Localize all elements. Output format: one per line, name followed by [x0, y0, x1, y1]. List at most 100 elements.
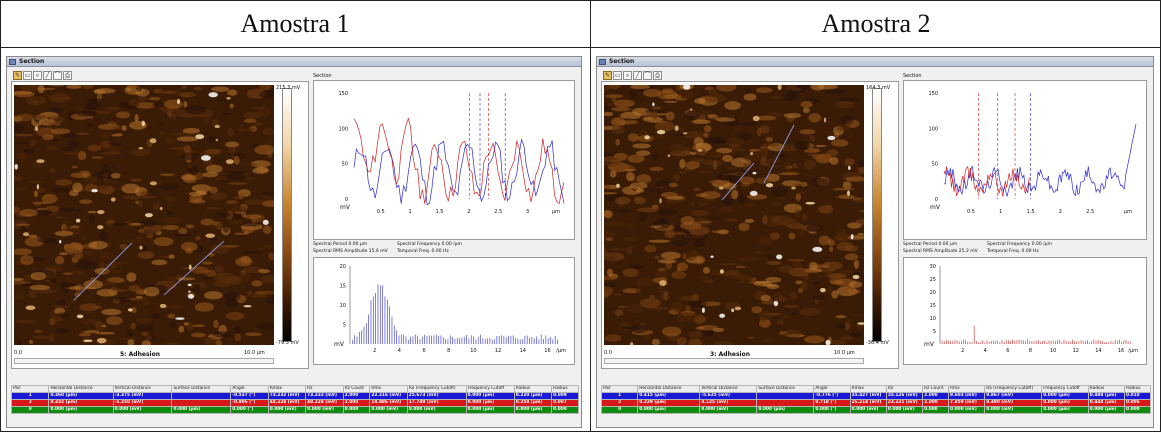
- afm-grain: [136, 236, 143, 240]
- column-header[interactable]: Angle: [813, 385, 851, 393]
- afm-grain: [162, 224, 180, 231]
- afm-grain: [697, 325, 719, 331]
- afm-grain: [626, 171, 635, 182]
- afm-grain: [254, 144, 274, 155]
- column-header[interactable]: Surface Distance: [171, 385, 232, 393]
- afm-adhesion-image[interactable]: [604, 85, 864, 345]
- section-profile-svg[interactable]: 150 100 50 0 0.5 1 1.5 2 2.5 3 mV µm: [314, 81, 574, 239]
- afm-grain: [140, 227, 157, 235]
- column-header[interactable]: Pair: [10, 385, 50, 393]
- table-row[interactable]: 2 0.332 (µm) -5.250 (mV) -0.906 (°) 48.228 (…: [10, 399, 579, 407]
- afm-grain: [239, 271, 251, 282]
- afm-grain: [800, 100, 813, 109]
- table-row[interactable]: 0 0.000 (µm) 0.000 (mV) 0.000 (µm) 0.000 (°)…: [600, 406, 1151, 414]
- table-row[interactable]: 2 0.329 (µm) 4.125 (mV) 0.718 (°) 26.214 (mV…: [600, 399, 1151, 407]
- afm-grain: [797, 190, 807, 195]
- column-header[interactable]: Rz: [885, 385, 924, 393]
- column-header[interactable]: Rmax: [849, 385, 887, 393]
- section-line-1[interactable]: [73, 242, 133, 301]
- afm-adhesion-image[interactable]: [14, 85, 274, 345]
- print-icon[interactable]: ⎙: [63, 71, 72, 80]
- spectrum-svg[interactable]: 30 25 20 15 10 5 2 4 6 8 10 12 14 16 mV/µm: [904, 258, 1146, 364]
- afm-grain: [690, 209, 709, 217]
- column-header[interactable]: Angle: [230, 385, 269, 393]
- column-header[interactable]: Frequency Cutoff: [1041, 385, 1089, 393]
- afm-grain: [831, 139, 849, 147]
- table-cell: -0.537 (°): [230, 392, 269, 400]
- afm-grain: [702, 266, 710, 274]
- zoom-icon[interactable]: ⌕: [623, 71, 632, 80]
- afm-grain: [83, 280, 104, 290]
- table-row[interactable]: 1 0.360 (µm) -3.375 (mV) -0.537 (°) 73.232 (…: [10, 392, 579, 400]
- column-header[interactable]: Horizontal Distance: [637, 385, 701, 393]
- afm-grain: [50, 128, 71, 135]
- image-scrollbar[interactable]: [604, 358, 864, 364]
- column-header[interactable]: Radius: [513, 385, 553, 393]
- line-icon[interactable]: ╱: [43, 71, 52, 80]
- curve-icon[interactable]: ⌒: [53, 71, 62, 80]
- section-line-2[interactable]: [763, 124, 795, 184]
- y-tick-label: 50: [932, 162, 938, 168]
- spectral-rms: Spectral RMS Amplitude 25.2 mV: [903, 249, 978, 254]
- column-header[interactable]: Rmx: [369, 385, 408, 393]
- zoom-icon[interactable]: ⌕: [33, 71, 42, 80]
- afm-grain: [680, 215, 695, 226]
- section-profile-svg[interactable]: 150 100 50 0 0.5 1 1.5 2 2.5 mV µm: [904, 81, 1146, 239]
- column-header[interactable]: Horizontal Distance: [48, 385, 114, 393]
- pencil-icon[interactable]: ✎: [13, 71, 22, 80]
- column-header[interactable]: Radius: [1124, 385, 1151, 393]
- column-header[interactable]: Frequency Cutoff: [465, 385, 515, 393]
- section-line-1[interactable]: [721, 162, 755, 201]
- column-header[interactable]: Rz Count: [922, 385, 949, 393]
- image-scrollbar[interactable]: [14, 358, 274, 364]
- column-header[interactable]: Surface Distance: [756, 385, 815, 393]
- pencil-icon[interactable]: ✎: [603, 71, 612, 80]
- afm-grain: [857, 159, 864, 166]
- afm-grain: [235, 257, 253, 267]
- afm-grain: [692, 240, 706, 247]
- afm-grain: [704, 93, 727, 103]
- table-row[interactable]: 1 0.415 (µm) -5.625 (mV) -0.776 (°) 35.427 (…: [600, 392, 1151, 400]
- eraser-icon[interactable]: ▭: [23, 71, 32, 80]
- afm-grain: [611, 124, 625, 135]
- afm-grain: [211, 86, 230, 92]
- spectrum-svg[interactable]: 20 15 10 5 2 4 6 8 10 12 14 16 mV/µm: [314, 258, 574, 364]
- afm-grain: [633, 197, 647, 205]
- afm-grain: [676, 336, 687, 345]
- afm-grain: [835, 100, 854, 109]
- afm-grain: [678, 170, 686, 174]
- section-line-2[interactable]: [163, 240, 225, 296]
- afm-grain: [245, 332, 262, 337]
- afm-grain: [175, 89, 182, 97]
- afm-grain: [759, 125, 770, 134]
- line-icon[interactable]: ╱: [633, 71, 642, 80]
- column-header[interactable]: Rz: [305, 385, 344, 393]
- afm-grain: [829, 156, 839, 165]
- column-header[interactable]: Ra (Frequency Cutoff): [984, 385, 1043, 393]
- x-tick-label: 6: [422, 348, 425, 354]
- column-header[interactable]: Rz Count: [342, 385, 371, 393]
- afm-grain: [659, 217, 667, 224]
- column-header[interactable]: Rmx: [947, 385, 986, 393]
- table-row[interactable]: 0 0.000 (µm) 0.000 (mV) 0.000 (µm) 0.000 (°)…: [10, 406, 579, 414]
- afm-grain: [671, 301, 685, 312]
- afm-grain: [228, 182, 248, 185]
- afm-grain: [135, 295, 144, 299]
- afm-grain: [753, 149, 767, 158]
- column-header[interactable]: Ra (Frequency Cutoff): [406, 385, 467, 393]
- column-header[interactable]: Radius: [551, 385, 579, 393]
- curve-icon[interactable]: ⌒: [643, 71, 652, 80]
- afm-grain: [153, 237, 174, 247]
- column-header[interactable]: Vertical Distance: [699, 385, 758, 393]
- afm-grain: [757, 127, 762, 137]
- column-header[interactable]: Pair: [600, 385, 639, 393]
- column-header[interactable]: Radius: [1087, 385, 1126, 393]
- eraser-icon[interactable]: ▭: [613, 71, 622, 80]
- column-header[interactable]: Vertical Distance: [112, 385, 173, 393]
- table-cell: 0.000 (°): [813, 406, 851, 414]
- print-icon[interactable]: ⎙: [653, 71, 662, 80]
- afm-grain: [627, 154, 645, 163]
- column-header[interactable]: Rmax: [267, 385, 307, 393]
- afm-grain: [744, 218, 755, 224]
- afm-grain: [205, 164, 223, 174]
